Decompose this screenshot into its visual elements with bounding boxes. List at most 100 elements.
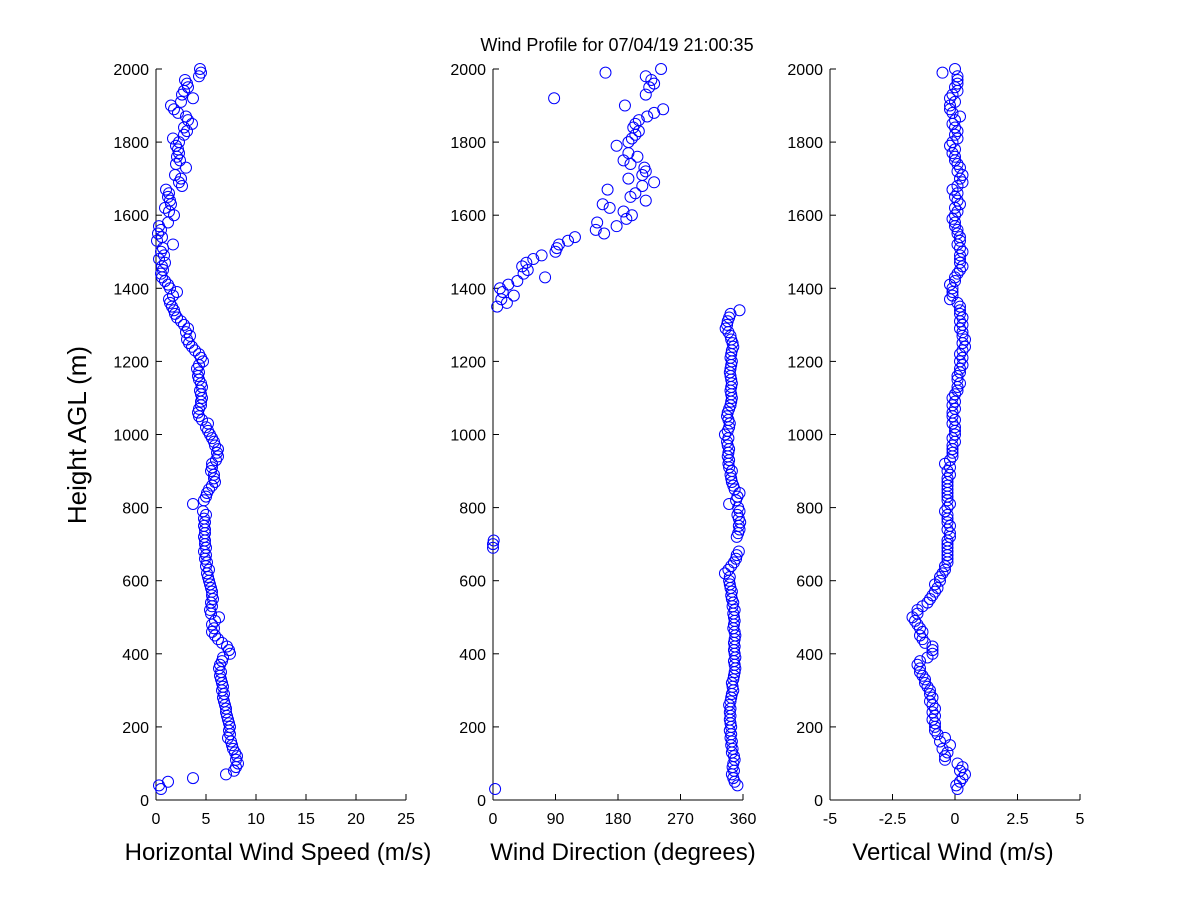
- vertical-data-point: [949, 388, 961, 401]
- vertical-data-point: [914, 629, 926, 642]
- vertical-y-tick-label: 2000: [787, 62, 823, 79]
- direction-data-point: [622, 172, 635, 185]
- speed-y-tick-label: 0: [140, 793, 149, 810]
- direction-data-point: [568, 231, 581, 244]
- direction-y-tick-label: 1400: [450, 281, 486, 298]
- vertical-y-tick-label: 200: [796, 720, 823, 737]
- speed-data-point: [211, 446, 223, 459]
- vertical-wind-panel: -5 -2.5 0 2.5 5 0 200 400 600 800 1000 1200 1400 1600…: [787, 62, 1084, 866]
- speed-data-point: [157, 264, 169, 277]
- vertical-data-point: [926, 713, 939, 726]
- vertical-data-point: [929, 724, 941, 737]
- vertical-data-point: [954, 307, 966, 320]
- vertical-data-point: [951, 238, 964, 251]
- direction-data-point: [548, 92, 561, 105]
- speed-y-tick-label: 1400: [113, 281, 149, 298]
- direction-data-point: [599, 66, 612, 79]
- direction-y-tick-label: 1200: [450, 354, 486, 371]
- direction-data-point: [516, 260, 529, 273]
- direction-data-point: [632, 114, 645, 127]
- direction-x-tick-label: 270: [667, 811, 694, 828]
- speed-data-point: [176, 179, 188, 192]
- direction-data-point: [733, 486, 746, 499]
- speed-data-point: [187, 497, 199, 510]
- vertical-y-tick-label: 600: [796, 574, 823, 591]
- speed-data-point: [157, 242, 169, 255]
- vertical-data-point: [926, 589, 939, 602]
- direction-data-point: [722, 326, 735, 339]
- speed-x-tick-label: 15: [297, 811, 315, 828]
- direction-data-point: [730, 552, 743, 565]
- direction-data-point: [636, 179, 649, 192]
- vertical-data-point: [954, 249, 966, 262]
- speed-data-point: [223, 717, 235, 730]
- vertical-data-point: [944, 519, 956, 532]
- vertical-data-point: [946, 106, 959, 119]
- vertical-data-point: [951, 70, 964, 83]
- direction-x-axis-label: Wind Direction (degrees): [490, 839, 755, 866]
- vertical-data-point: [926, 644, 939, 657]
- vertical-data-point: [929, 702, 941, 715]
- direction-y-tick-label: 1600: [450, 208, 486, 225]
- direction-data-point: [648, 77, 661, 90]
- direction-data-point: [596, 198, 609, 211]
- vertical-data-point: [936, 567, 949, 580]
- speed-data-point: [172, 106, 184, 119]
- direction-data-point: [511, 274, 524, 287]
- direction-data-point: [725, 333, 738, 346]
- speed-data-point: [206, 618, 218, 631]
- vertical-data-point: [949, 274, 961, 287]
- speed-data-point: [200, 508, 212, 521]
- vertical-data-point: [941, 472, 954, 485]
- vertical-data-point: [914, 622, 926, 635]
- vertical-data-point: [956, 359, 969, 372]
- speed-data-point: [162, 190, 174, 203]
- direction-data-point: [603, 201, 616, 214]
- vertical-data-point: [926, 640, 939, 653]
- speed-data-point: [217, 651, 229, 664]
- speed-data-point: [205, 582, 217, 595]
- speed-data-point: [187, 92, 199, 105]
- direction-data-point: [721, 439, 734, 452]
- speed-data-point: [195, 66, 207, 79]
- speed-x-tick-label: 20: [347, 811, 365, 828]
- direction-data-point: [639, 70, 652, 83]
- speed-data-point: [178, 318, 190, 331]
- speed-data-point: [189, 344, 201, 357]
- vertical-y-tick-label: 1000: [787, 428, 823, 445]
- speed-data-point: [167, 289, 179, 302]
- vertical-data-point: [936, 742, 949, 755]
- vertical-data-point: [949, 121, 961, 134]
- speed-data-point: [170, 158, 182, 171]
- vertical-data-point: [946, 289, 959, 302]
- vertical-data-point: [926, 698, 939, 711]
- vertical-x-tick-label: -2.5: [879, 811, 907, 828]
- speed-data-point: [167, 132, 179, 145]
- direction-data-point: [655, 63, 668, 75]
- speed-data-point: [175, 315, 187, 328]
- vertical-data-point: [924, 688, 936, 701]
- vertical-data-point: [944, 454, 956, 467]
- vertical-data-point: [944, 293, 956, 306]
- vertical-data-point: [939, 560, 951, 573]
- direction-data-point: [487, 534, 500, 547]
- speed-data-point: [160, 183, 172, 196]
- speed-data-point: [184, 329, 196, 342]
- speed-data-point: [180, 110, 192, 123]
- vertical-data-point: [949, 81, 961, 94]
- speed-data-point: [206, 461, 218, 474]
- vertical-x-axis-label: Vertical Wind (m/s): [852, 839, 1053, 866]
- speed-data-point: [216, 677, 228, 690]
- vertical-data-point: [950, 779, 963, 792]
- vertical-data-point: [939, 750, 951, 763]
- speed-data-point: [158, 249, 170, 262]
- vertical-data-point: [954, 322, 966, 335]
- vertical-data-point: [944, 527, 956, 540]
- vertical-data-point: [954, 300, 966, 313]
- direction-x-tick-label: 180: [605, 811, 632, 828]
- direction-x-tick-label: 0: [489, 811, 498, 828]
- vertical-data-point: [951, 132, 964, 145]
- vertical-data-point: [929, 709, 941, 722]
- vertical-data-point: [944, 139, 956, 152]
